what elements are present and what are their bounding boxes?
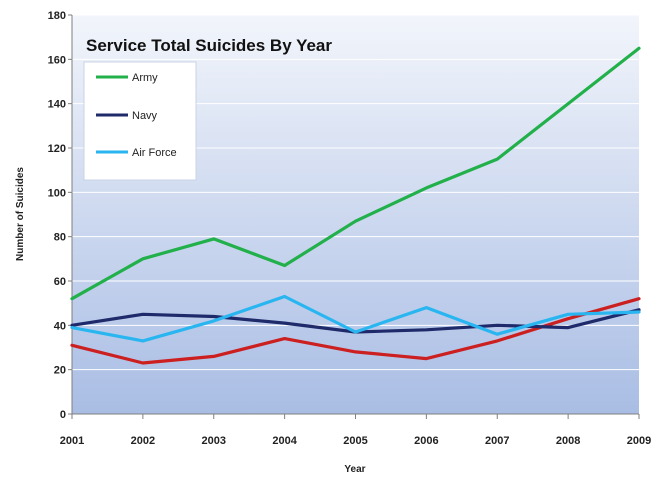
x-tick-label: 2006 <box>414 435 438 447</box>
y-tick-label: 100 <box>48 187 66 199</box>
series-line-air-force <box>70 294 641 343</box>
y-tick-label: 0 <box>60 409 66 421</box>
y-tick-label: 60 <box>54 276 66 288</box>
y-tick-label: 140 <box>48 99 66 111</box>
x-tick-label: 2008 <box>556 435 580 447</box>
x-tick-label: 2005 <box>343 435 367 447</box>
y-tick-label: 160 <box>48 54 66 66</box>
chart-title: Service Total Suicides By Year <box>86 36 332 55</box>
x-tick-label: 2007 <box>485 435 509 447</box>
legend-box <box>83 61 197 181</box>
x-tick-labels: 2001 2002 2003 2004 2005 2006 2007 2008 2009 <box>60 435 651 447</box>
y-tick-label: 120 <box>48 143 66 155</box>
y-tick-label: 80 <box>54 232 66 244</box>
y-tick-label: 180 <box>48 10 66 22</box>
x-tick-label: 2003 <box>202 435 226 447</box>
y-tick-label: 40 <box>54 320 66 332</box>
legend-label-army: Army <box>132 72 158 84</box>
series-line-army <box>70 46 641 301</box>
series-lines <box>70 46 641 365</box>
legend-label-navy: Navy <box>132 110 158 122</box>
axes <box>68 14 640 419</box>
y-tick-labels: 0 20 40 60 80 100 120 140 160 180 <box>48 10 66 421</box>
legend-label-air-force: Air Force <box>132 147 177 159</box>
x-axis-title: Year <box>344 464 365 475</box>
x-tick-label: 2004 <box>272 435 297 447</box>
y-axis-title: Number of Suicides <box>15 167 26 261</box>
x-tick-label: 2002 <box>131 435 155 447</box>
legend: Army Navy Air Force <box>83 61 197 181</box>
x-tick-label: 2001 <box>60 435 84 447</box>
gridlines <box>72 14 639 371</box>
y-tick-label: 20 <box>54 365 66 377</box>
x-tick-label: 2009 <box>627 435 651 447</box>
